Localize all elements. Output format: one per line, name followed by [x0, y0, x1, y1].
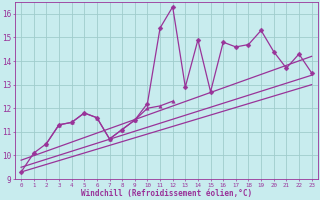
X-axis label: Windchill (Refroidissement éolien,°C): Windchill (Refroidissement éolien,°C) — [81, 189, 252, 198]
